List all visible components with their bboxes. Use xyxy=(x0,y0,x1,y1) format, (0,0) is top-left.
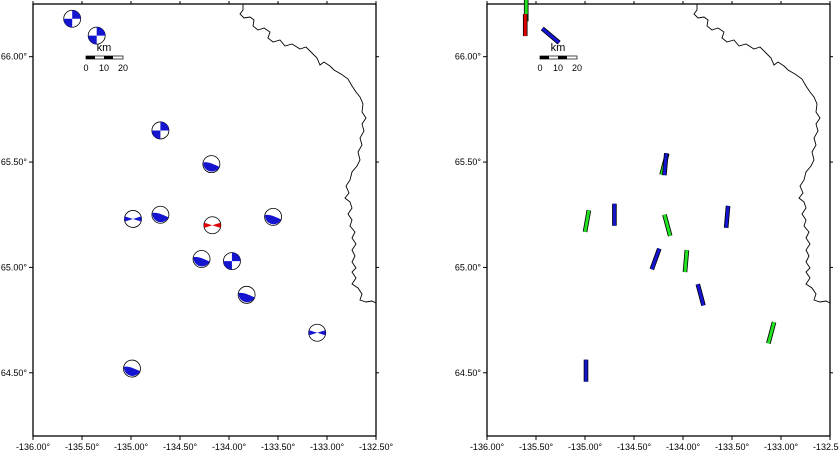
lon-tick-label: -133.00° xyxy=(764,442,799,452)
lat-tick-label: 65.50° xyxy=(455,157,482,167)
stress-bar xyxy=(650,248,661,270)
focal-compression-quadrant xyxy=(203,162,220,172)
stress-bar xyxy=(541,27,561,44)
lon-tick-label: -135.50° xyxy=(65,442,100,452)
lat-tick-label: 65.50° xyxy=(1,157,28,167)
lat-tick-label: 64.50° xyxy=(1,368,28,378)
focal-mechanism xyxy=(308,323,327,342)
stress-bar xyxy=(583,209,591,233)
scalebar-label-20: 20 xyxy=(118,63,128,73)
lon-tick-label: -133.00° xyxy=(310,442,345,452)
right-coastline xyxy=(693,4,830,304)
lon-tick-label: -133.50° xyxy=(261,442,296,452)
focal-mechanism xyxy=(264,207,283,226)
scalebar-label-0: 0 xyxy=(537,63,542,73)
left-map-panel: -136.00° -135.50° -135.00° -134.50° -134.00°… xyxy=(1,1,394,452)
focal-mechanism xyxy=(151,121,170,140)
focal-compression-quadrant xyxy=(223,252,241,270)
scalebar-segment xyxy=(104,56,113,59)
lat-tick-label: 66.00° xyxy=(455,52,482,62)
left-map-frame xyxy=(32,3,377,437)
focal-mechanism xyxy=(223,252,241,270)
right-map-frame xyxy=(486,3,831,437)
focal-mechanism-layer xyxy=(63,9,327,378)
stress-bar-layer xyxy=(522,0,777,382)
focal-compression-quadrant xyxy=(63,10,81,28)
focal-compression-quadrant xyxy=(193,257,210,267)
lat-tick-label: 66.00° xyxy=(1,52,28,62)
lon-tick-label: -132.50° xyxy=(359,442,394,452)
focal-mechanism xyxy=(192,250,211,268)
focal-mechanism xyxy=(203,216,222,235)
stress-bar xyxy=(683,250,689,273)
scalebar-label-10: 10 xyxy=(553,63,563,73)
left-axis-ticks xyxy=(29,1,379,440)
left-axis-labels: -136.00° -135.50° -135.00° -134.50° -134.00°… xyxy=(1,52,394,452)
lon-tick-label: -136.00° xyxy=(16,442,51,452)
stress-bar xyxy=(724,205,730,228)
lon-tick-label: -134.50° xyxy=(617,442,652,452)
stress-bar xyxy=(766,321,776,344)
stress-bar xyxy=(696,283,705,306)
lon-tick-label: -133.50° xyxy=(715,442,750,452)
lon-tick-label: -135.00° xyxy=(114,442,149,452)
right-map-panel: -136.00° -135.50° -135.00° -134.50° -134.00°… xyxy=(455,0,839,452)
lat-tick-label: 65.00° xyxy=(455,262,482,272)
right-axis-ticks xyxy=(483,1,833,440)
lat-tick-label: 65.00° xyxy=(1,262,28,272)
scalebar-unit-label: km xyxy=(97,42,112,54)
lon-tick-label: -134.50° xyxy=(163,442,198,452)
scalebar-segment xyxy=(540,56,549,59)
scalebar-label-10: 10 xyxy=(99,63,109,73)
right-scalebar: km 0 10 20 xyxy=(537,42,582,73)
focal-compression-quadrant xyxy=(124,216,142,222)
left-coastline xyxy=(239,4,376,304)
focal-mechanism xyxy=(151,205,170,224)
scalebar-label-20: 20 xyxy=(572,63,582,73)
scalebar-label-0: 0 xyxy=(83,63,88,73)
focal-compression-quadrant xyxy=(151,121,169,139)
stress-bar xyxy=(662,153,668,176)
focal-mechanism xyxy=(237,285,256,304)
focal-compression-quadrant xyxy=(203,222,221,228)
focal-compression-quadrant xyxy=(152,212,169,223)
focal-mechanism xyxy=(124,210,142,228)
left-scalebar: km 0 10 20 xyxy=(83,42,128,73)
focal-compression-quadrant xyxy=(238,292,255,303)
scalebar-segment xyxy=(558,56,567,59)
lon-tick-label: -135.00° xyxy=(568,442,603,452)
focal-mechanism xyxy=(63,9,82,28)
lon-tick-label: -134.00° xyxy=(212,442,247,452)
stress-bar xyxy=(663,214,672,237)
focal-mechanism xyxy=(202,155,221,174)
focal-mechanism xyxy=(123,359,141,378)
lat-tick-label: 64.50° xyxy=(455,368,482,378)
focal-compression-quadrant xyxy=(123,366,141,376)
scalebar-segment xyxy=(86,56,95,59)
lon-tick-label: -134.00° xyxy=(666,442,701,452)
scalebar-unit-label: km xyxy=(551,42,566,54)
lon-tick-label: -135.50° xyxy=(519,442,554,452)
right-axis-labels: -136.00° -135.50° -135.00° -134.50° -134.00°… xyxy=(455,52,839,452)
lon-tick-label: -136.00° xyxy=(470,442,505,452)
focal-compression-quadrant xyxy=(308,330,326,336)
focal-compression-quadrant xyxy=(88,27,106,45)
lon-tick-label: -132.50° xyxy=(813,442,839,452)
focal-compression-quadrant xyxy=(265,214,282,225)
focal-mechanism xyxy=(87,26,106,45)
